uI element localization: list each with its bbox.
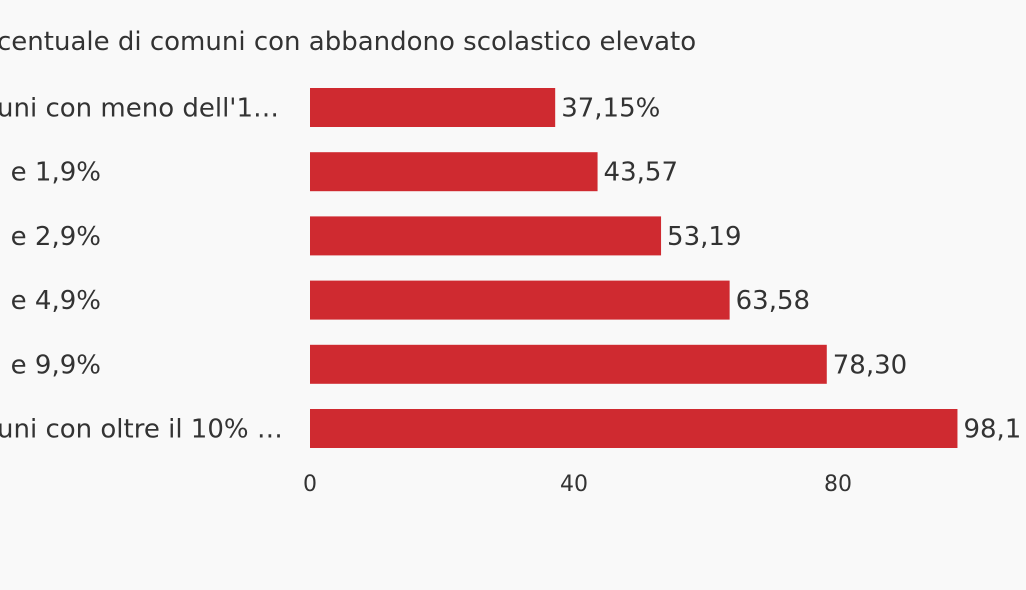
value-label: 53,19	[667, 222, 741, 252]
value-label: 43,57	[604, 158, 678, 188]
category-label: uni con oltre il 10% …	[0, 415, 283, 445]
category-label: e 2,9%	[11, 222, 101, 252]
chart-title: centuale di comuni con abbandono scolast…	[0, 27, 696, 57]
bar	[310, 409, 958, 448]
bar	[310, 344, 827, 384]
category-label: uni con meno dell'1…	[0, 94, 279, 124]
bar	[310, 216, 662, 256]
bars-layer: uni con meno dell'1… 37,15% e 1,9% 43,57 e 2…	[0, 88, 1021, 448]
value-label: 37,15%	[561, 94, 660, 124]
category-label: e 4,9%	[11, 286, 101, 316]
value-label: 63,58	[736, 286, 810, 316]
value-label: 78,30	[833, 350, 907, 380]
x-axis: 0 40 80	[303, 472, 852, 497]
x-tick-label: 0	[303, 472, 317, 497]
category-label: e 1,9%	[11, 158, 101, 188]
value-label: 98,1	[963, 415, 1021, 445]
bar	[310, 152, 598, 192]
bar	[310, 280, 730, 320]
x-tick-label: 80	[824, 472, 852, 497]
category-label: e 9,9%	[11, 350, 101, 380]
x-tick-label: 40	[560, 472, 588, 497]
bar	[310, 88, 556, 127]
